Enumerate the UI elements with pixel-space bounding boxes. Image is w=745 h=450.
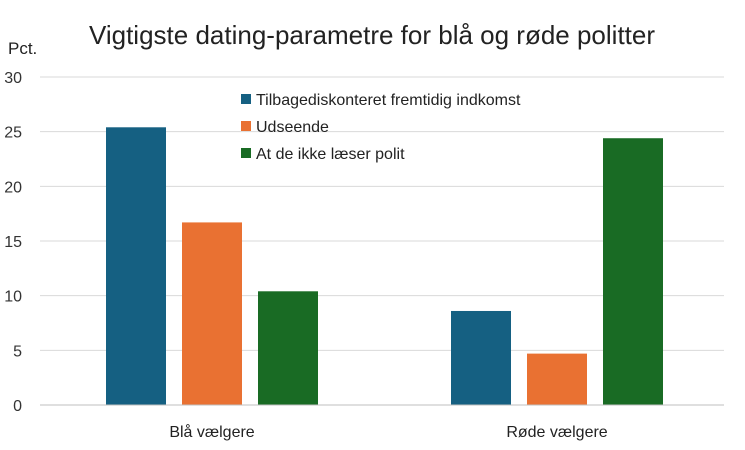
legend-swatch <box>241 148 251 158</box>
y-tick-label: 15 <box>4 234 22 251</box>
legend-item: Tilbagediskonteret fremtidig indkomst <box>241 92 521 109</box>
bar <box>258 291 318 405</box>
chart-title: Vigtigste dating-parametre for blå og rø… <box>89 20 655 50</box>
y-tick-label: 5 <box>13 343 22 360</box>
legend-item: Udseende <box>241 119 329 136</box>
legend: Tilbagediskonteret fremtidig indkomst Uds… <box>241 92 521 163</box>
y-tick-label: 20 <box>4 179 22 196</box>
bar <box>106 127 166 405</box>
y-axis-label: Pct. <box>8 39 37 58</box>
bar <box>603 138 663 405</box>
bar <box>527 353 587 405</box>
y-tick-label: 0 <box>13 398 22 415</box>
legend-label: Tilbagediskonteret fremtidig indkomst <box>256 92 521 109</box>
x-tick-label: Blå vælgere <box>169 423 254 441</box>
y-tick-label: 25 <box>4 125 22 142</box>
y-tick-label: 30 <box>4 70 22 87</box>
legend-swatch <box>241 121 251 131</box>
legend-swatch <box>241 94 251 104</box>
y-axis-ticks: 0 5 10 15 20 25 30 <box>4 70 22 415</box>
y-tick-label: 10 <box>4 289 22 306</box>
x-axis-ticks: Blå vælgere Røde vælgere <box>169 423 607 441</box>
legend-item: At de ikke læser polit <box>241 146 405 163</box>
legend-label: At de ikke læser polit <box>256 146 405 163</box>
bars <box>106 127 663 405</box>
legend-label: Udseende <box>256 119 329 136</box>
bar <box>451 310 511 405</box>
bar <box>182 222 242 405</box>
x-tick-label: Røde vælgere <box>506 424 607 441</box>
